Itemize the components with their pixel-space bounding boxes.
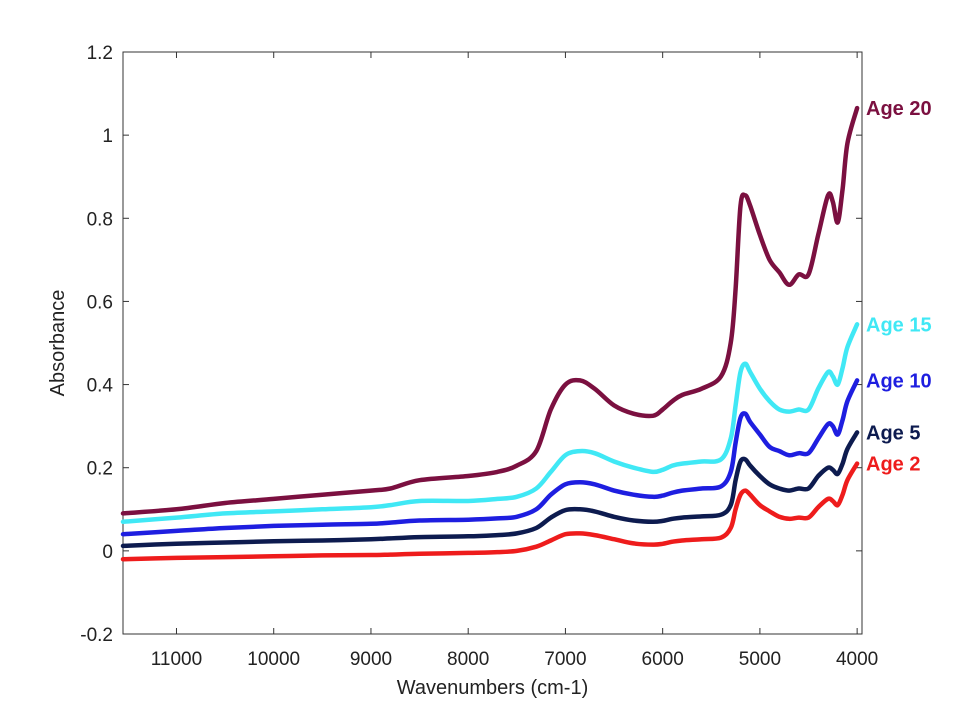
x-tick-label: 5000	[739, 649, 781, 670]
series-line-age-5	[120, 430, 860, 549]
y-tick-label: 0.8	[87, 209, 113, 230]
x-tick-label: 7000	[544, 649, 586, 670]
series-label-age-15: Age 15	[866, 314, 932, 336]
x-tick-label: 11000	[151, 649, 202, 670]
series-label-age-5: Age 5	[866, 422, 920, 444]
series-line-age-2	[120, 461, 860, 562]
series-line-age-15	[120, 322, 860, 525]
series-line-age-10	[120, 378, 860, 537]
series-label-age-2: Age 2	[866, 454, 920, 476]
x-tick-label: 6000	[642, 649, 684, 670]
y-tick-label: 0	[102, 542, 113, 563]
series-lines	[120, 105, 860, 562]
y-tick-label: -0.2	[80, 625, 113, 646]
series-label-age-20: Age 20	[866, 98, 932, 120]
x-tick-label: 8000	[447, 649, 489, 670]
y-axis-ticks: -0.2 0 0.2 0.4 0.6 0.8 1 1.2	[80, 43, 862, 646]
y-tick-label: 1.2	[87, 43, 113, 64]
y-tick-label: 0.2	[87, 459, 113, 480]
y-tick-label: 1	[102, 126, 113, 147]
x-tick-label: 4000	[836, 649, 878, 670]
x-axis-title: Wavenumbers (cm-1)	[397, 677, 589, 699]
series-label-age-10: Age 10	[866, 370, 932, 392]
y-tick-label: 0.6	[87, 292, 113, 313]
series-line-age-20	[120, 105, 860, 516]
y-tick-label: 0.4	[87, 376, 114, 397]
x-axis-ticks: 11000 10000 9000 8000 7000 6000 5000 4000	[151, 52, 878, 670]
series-labels: Age 20 Age 15 Age 10 Age 5 Age 2	[866, 98, 932, 475]
x-tick-label: 10000	[247, 649, 300, 670]
y-axis-title: Absorbance	[47, 290, 69, 397]
x-tick-label: 9000	[350, 649, 392, 670]
plot-frame	[122, 51, 863, 635]
